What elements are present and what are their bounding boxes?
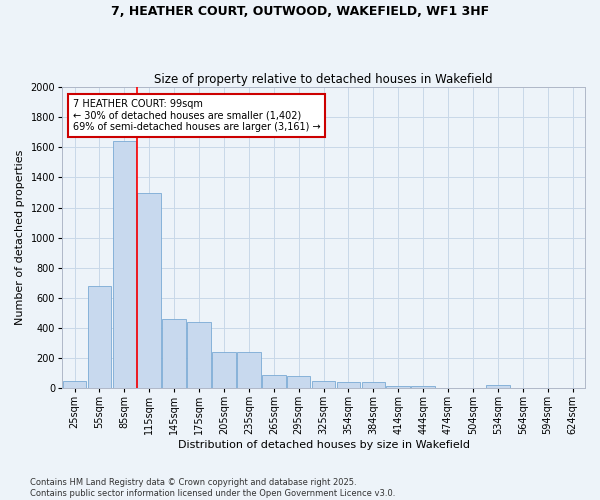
Text: 7 HEATHER COURT: 99sqm
← 30% of detached houses are smaller (1,402)
69% of semi-: 7 HEATHER COURT: 99sqm ← 30% of detached… [73, 99, 320, 132]
X-axis label: Distribution of detached houses by size in Wakefield: Distribution of detached houses by size … [178, 440, 470, 450]
Bar [486, 385, 509, 388]
Title: Size of property relative to detached houses in Wakefield: Size of property relative to detached ho… [154, 73, 493, 86]
Bar [187, 322, 211, 388]
Bar [237, 352, 260, 388]
Bar [412, 386, 435, 388]
Bar [212, 352, 236, 388]
Y-axis label: Number of detached properties: Number of detached properties [15, 150, 25, 326]
Bar [312, 380, 335, 388]
Bar [113, 142, 136, 388]
Bar [88, 286, 112, 388]
Bar [386, 386, 410, 388]
Text: Contains HM Land Registry data © Crown copyright and database right 2025.
Contai: Contains HM Land Registry data © Crown c… [30, 478, 395, 498]
Bar [287, 376, 310, 388]
Bar [163, 319, 186, 388]
Bar [337, 382, 360, 388]
Bar [63, 380, 86, 388]
Text: 7, HEATHER COURT, OUTWOOD, WAKEFIELD, WF1 3HF: 7, HEATHER COURT, OUTWOOD, WAKEFIELD, WF… [111, 5, 489, 18]
Bar [262, 376, 286, 388]
Bar [137, 192, 161, 388]
Bar [362, 382, 385, 388]
